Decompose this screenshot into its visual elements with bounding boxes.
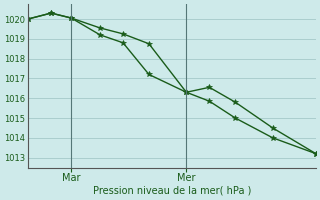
X-axis label: Pression niveau de la mer( hPa ): Pression niveau de la mer( hPa ) bbox=[93, 186, 251, 196]
